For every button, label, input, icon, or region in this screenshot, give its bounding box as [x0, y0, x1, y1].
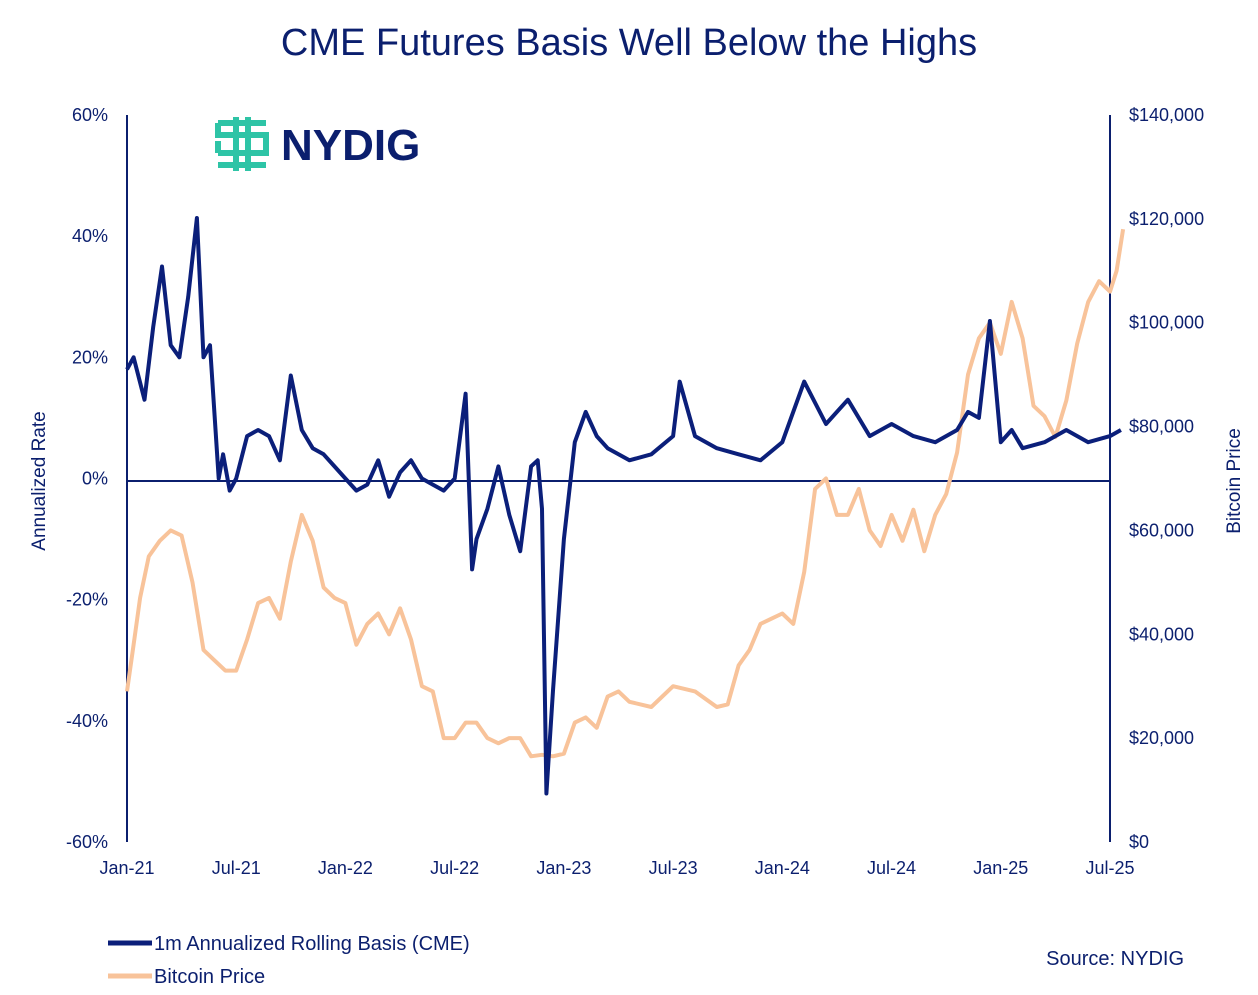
- right-axis-label: Bitcoin Price: [1224, 428, 1245, 534]
- right-y-tick-label: $100,000: [1129, 313, 1204, 333]
- left-y-tick-label: 60%: [72, 105, 108, 125]
- right-y-tick-label: $40,000: [1129, 624, 1194, 644]
- basis-line: [125, 216, 1122, 796]
- x-tick-label: Jul-21: [212, 858, 261, 878]
- right-y-tick-label: $0: [1129, 832, 1149, 852]
- left-axis-label: Annualized Rate: [29, 411, 50, 550]
- source-note: Source: NYDIG: [1046, 948, 1184, 970]
- left-y-tick-label: -20%: [66, 590, 108, 610]
- legend: 1m Annualized Rolling Basis (CME) Bitcoi…: [108, 933, 470, 988]
- x-tick-label: Jan-23: [536, 858, 591, 878]
- chart-title: CME Futures Basis Well Below the Highs: [281, 22, 977, 64]
- right-y-tick-label: $140,000: [1129, 105, 1204, 125]
- right-y-ticks: $140,000 $120,000 $100,000 $80,000 $60,000 $4…: [1129, 105, 1204, 852]
- x-tick-label: Jul-24: [867, 858, 916, 878]
- x-tick-label: Jan-25: [973, 858, 1028, 878]
- legend-label-price: Bitcoin Price: [154, 966, 265, 988]
- right-y-tick-label: $60,000: [1129, 520, 1194, 540]
- x-tick-label: Jul-23: [649, 858, 698, 878]
- left-y-tick-label: -60%: [66, 832, 108, 852]
- left-y-tick-label: 20%: [72, 347, 108, 367]
- x-tick-label: Jan-24: [755, 858, 810, 878]
- legend-label-basis: 1m Annualized Rolling Basis (CME): [154, 933, 470, 955]
- left-y-ticks: 60% 40% 20% 0% -20% -40% -60%: [66, 105, 108, 852]
- nydig-logo-icon: [215, 117, 269, 171]
- x-tick-label: Jul-22: [430, 858, 479, 878]
- left-y-tick-label: 0%: [82, 469, 108, 489]
- x-axis-ticks: Jan-21 Jul-21 Jan-22 Jul-22 Jan-23 Jul-23 Jan-…: [99, 858, 1134, 878]
- x-tick-label: Jan-21: [99, 858, 154, 878]
- x-tick-label: Jul-25: [1085, 858, 1134, 878]
- left-y-tick-label: -40%: [66, 711, 108, 731]
- x-tick-label: Jan-22: [318, 858, 373, 878]
- right-y-tick-label: $120,000: [1129, 209, 1204, 229]
- nydig-logo: NYDIG: [215, 117, 420, 171]
- right-y-tick-label: $80,000: [1129, 417, 1194, 437]
- left-y-tick-label: 40%: [72, 226, 108, 246]
- right-y-tick-label: $20,000: [1129, 728, 1194, 748]
- nydig-logo-text: NYDIG: [281, 121, 420, 170]
- bitcoin-price-line: [125, 228, 1126, 759]
- axes: [126, 115, 1111, 842]
